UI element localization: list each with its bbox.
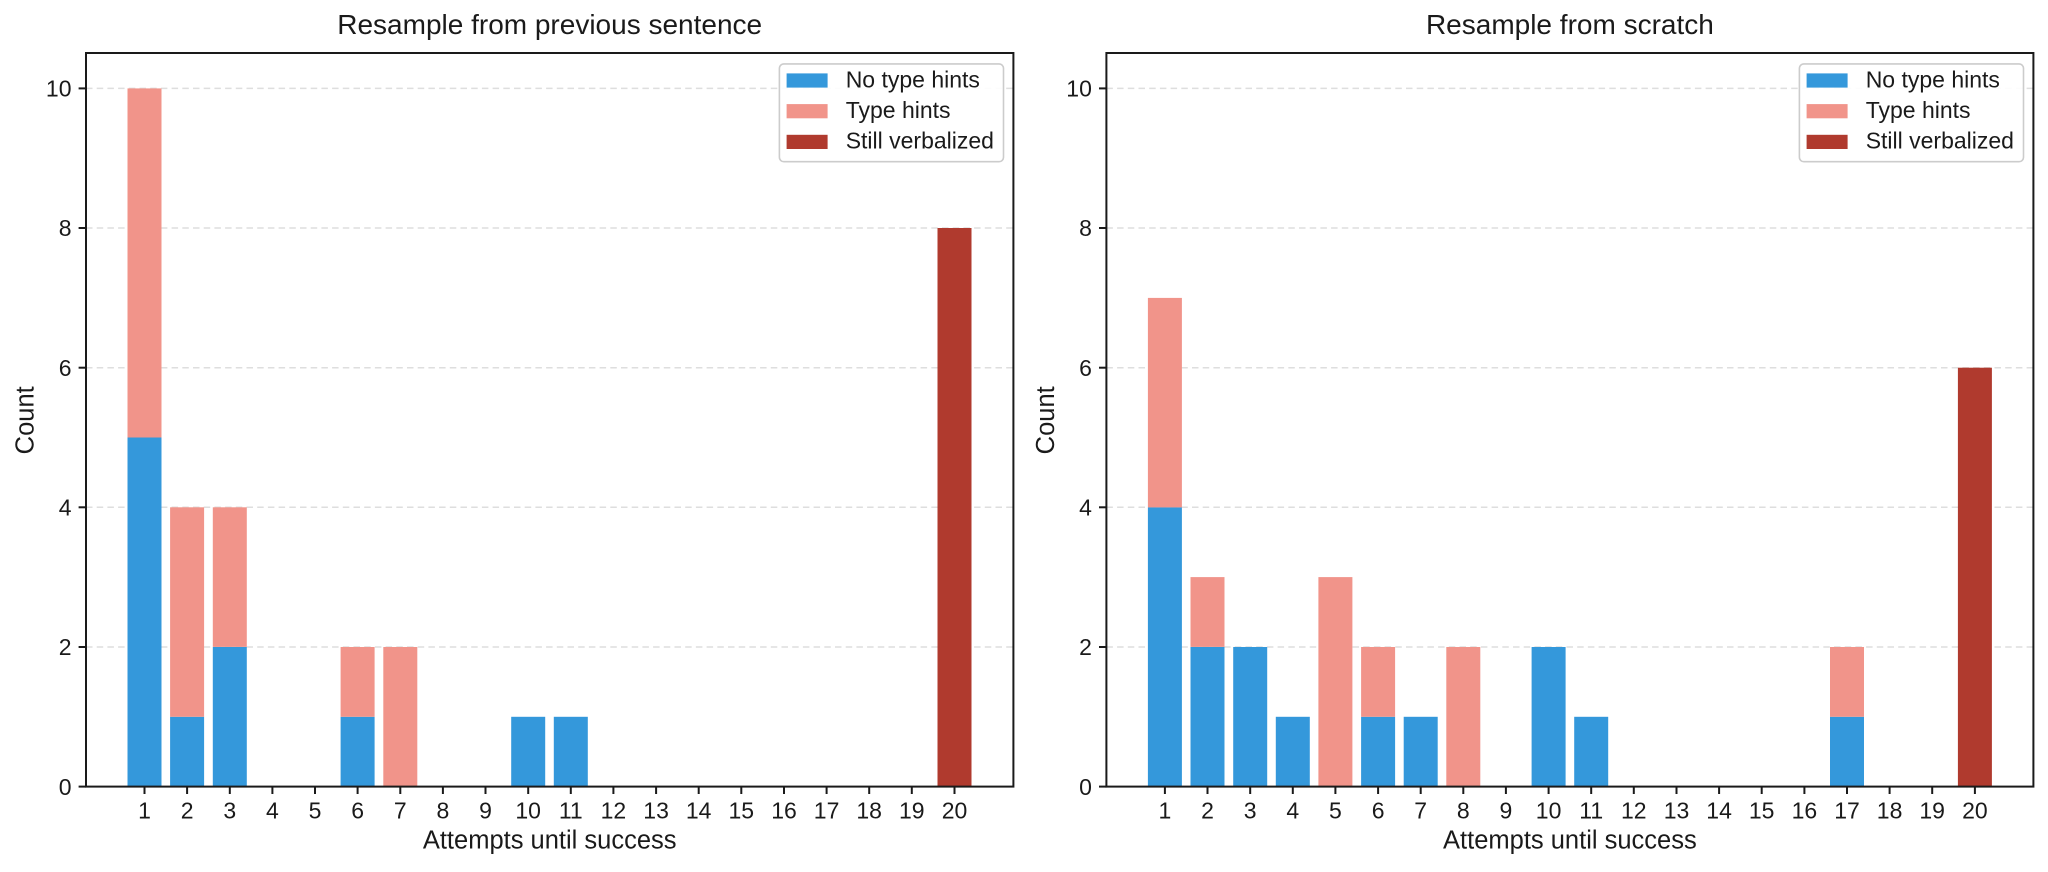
svg-text:11: 11 xyxy=(1579,798,1603,824)
svg-text:19: 19 xyxy=(899,798,925,824)
svg-text:Type hints: Type hints xyxy=(1866,97,1971,123)
svg-text:15: 15 xyxy=(729,798,755,824)
svg-text:10: 10 xyxy=(46,76,72,102)
svg-text:8: 8 xyxy=(1079,215,1092,241)
svg-text:6: 6 xyxy=(1079,355,1092,381)
svg-text:6: 6 xyxy=(351,798,364,824)
svg-text:20: 20 xyxy=(942,798,968,824)
svg-text:6: 6 xyxy=(1372,798,1385,824)
svg-text:Resample from scratch: Resample from scratch xyxy=(1426,9,1714,40)
svg-text:Still verbalized: Still verbalized xyxy=(846,128,994,154)
svg-text:2: 2 xyxy=(181,798,194,824)
svg-text:8: 8 xyxy=(437,798,450,824)
svg-text:Attempts until success: Attempts until success xyxy=(1443,827,1697,855)
svg-text:5: 5 xyxy=(1329,798,1342,824)
svg-text:10: 10 xyxy=(1536,798,1562,824)
svg-text:0: 0 xyxy=(1079,774,1092,800)
svg-text:No type hints: No type hints xyxy=(1866,66,2000,92)
svg-text:1: 1 xyxy=(138,798,151,824)
svg-text:Resample from previous sentenc: Resample from previous sentence xyxy=(337,9,762,40)
svg-text:18: 18 xyxy=(856,798,882,824)
svg-text:18: 18 xyxy=(1877,798,1903,824)
svg-text:15: 15 xyxy=(1749,798,1775,824)
svg-text:17: 17 xyxy=(814,798,840,824)
svg-text:9: 9 xyxy=(479,798,492,824)
svg-text:4: 4 xyxy=(1079,495,1092,521)
svg-text:3: 3 xyxy=(1244,798,1257,824)
svg-text:Count: Count xyxy=(12,386,40,454)
svg-text:Type hints: Type hints xyxy=(846,97,951,123)
svg-text:Attempts until success: Attempts until success xyxy=(423,827,677,855)
svg-text:13: 13 xyxy=(1664,798,1690,824)
svg-text:13: 13 xyxy=(643,798,669,824)
svg-text:20: 20 xyxy=(1962,798,1988,824)
svg-text:14: 14 xyxy=(1706,798,1732,824)
svg-text:3: 3 xyxy=(223,798,236,824)
svg-text:19: 19 xyxy=(1919,798,1945,824)
svg-text:No type hints: No type hints xyxy=(846,66,980,92)
svg-text:8: 8 xyxy=(59,215,72,241)
svg-text:6: 6 xyxy=(59,355,72,381)
svg-text:10: 10 xyxy=(1066,76,1092,102)
svg-text:7: 7 xyxy=(1414,798,1427,824)
svg-text:0: 0 xyxy=(59,774,72,800)
svg-text:2: 2 xyxy=(59,634,72,660)
svg-text:17: 17 xyxy=(1834,798,1860,824)
svg-text:4: 4 xyxy=(1286,798,1299,824)
svg-text:11: 11 xyxy=(559,798,583,824)
svg-text:1: 1 xyxy=(1159,798,1172,824)
svg-text:16: 16 xyxy=(771,798,797,824)
svg-text:2: 2 xyxy=(1201,798,1214,824)
svg-text:16: 16 xyxy=(1792,798,1818,824)
svg-text:4: 4 xyxy=(266,798,279,824)
svg-text:4: 4 xyxy=(59,495,72,521)
svg-text:Count: Count xyxy=(1032,386,1060,454)
svg-text:5: 5 xyxy=(309,798,322,824)
svg-text:8: 8 xyxy=(1457,798,1470,824)
svg-text:Still verbalized: Still verbalized xyxy=(1866,128,2014,154)
svg-text:9: 9 xyxy=(1500,798,1513,824)
svg-text:2: 2 xyxy=(1079,634,1092,660)
svg-text:12: 12 xyxy=(1621,798,1647,824)
svg-text:7: 7 xyxy=(394,798,407,824)
svg-text:12: 12 xyxy=(601,798,627,824)
svg-text:14: 14 xyxy=(686,798,712,824)
svg-text:10: 10 xyxy=(515,798,541,824)
